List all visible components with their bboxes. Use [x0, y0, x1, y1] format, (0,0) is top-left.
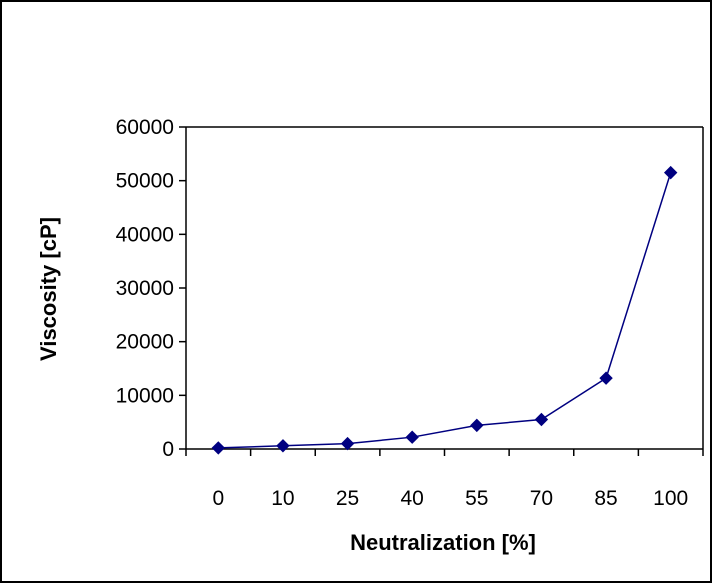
axes	[179, 126, 704, 456]
y-tick-label: 60000	[116, 116, 174, 139]
y-tick-label: 10000	[116, 384, 174, 407]
x-axis-title: Neutralization [%]	[350, 530, 536, 555]
data-point-marker	[405, 430, 419, 444]
y-tick-label: 40000	[116, 223, 174, 246]
y-axis-title: Viscosity [cP]	[36, 217, 61, 361]
x-tick-label: 10	[271, 487, 294, 510]
x-tick-label: 85	[594, 487, 617, 510]
series-line	[218, 172, 672, 449]
y-tick-label: 0	[162, 438, 174, 461]
data-point-marker	[340, 436, 355, 451]
x-tick-label: 100	[653, 487, 688, 510]
x-tick-label: 55	[465, 487, 488, 510]
y-tick-label: 20000	[116, 331, 174, 354]
data-point-marker	[470, 418, 484, 433]
data-point-marker	[534, 412, 549, 427]
x-tick-label: 70	[530, 487, 553, 510]
x-tick-label: 0	[212, 487, 224, 510]
tick-labels: 0 10000 20000 30000 40000 50000 60000 0 10 25 40 55…	[116, 116, 689, 510]
data-point-marker	[663, 165, 678, 180]
y-tick-label: 50000	[116, 170, 174, 193]
x-tick-label: 25	[336, 487, 359, 510]
x-tick-label: 40	[401, 487, 424, 510]
data-point-marker	[599, 371, 613, 385]
data-point-marker	[276, 439, 290, 453]
series-layer	[211, 165, 678, 455]
y-tick-label: 30000	[116, 277, 174, 300]
data-point-marker	[211, 441, 226, 455]
